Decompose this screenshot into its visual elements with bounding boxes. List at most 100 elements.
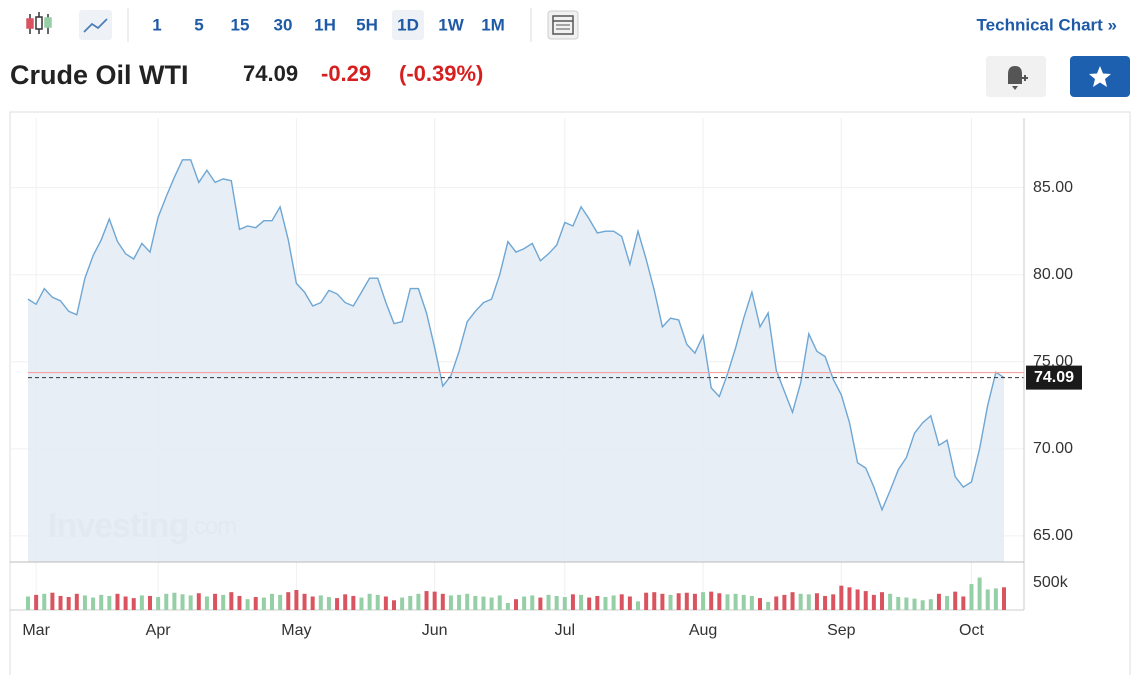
volume-bar — [107, 595, 112, 610]
volume-bar — [286, 592, 291, 610]
interval-button[interactable]: 1H — [314, 15, 336, 34]
volume-bar — [749, 595, 754, 610]
volume-bar — [644, 592, 649, 610]
interval-button[interactable]: 5 — [194, 15, 203, 34]
volume-bar — [636, 601, 640, 610]
volume-bar — [42, 593, 47, 610]
volume-bar — [993, 588, 998, 610]
volume-bar — [383, 596, 388, 610]
change-percent: (-0.39%) — [399, 61, 483, 86]
volume-bar — [229, 592, 234, 610]
volume-bar — [904, 597, 909, 610]
volume-bar — [481, 596, 486, 610]
line-chart-button[interactable] — [79, 10, 112, 40]
volume-bar — [766, 601, 771, 610]
interval-group: 1 5 15 30 1H 5H 1D 1W 1M — [152, 10, 505, 40]
volume-bar — [497, 595, 502, 610]
volume-bar — [579, 594, 584, 610]
interval-button[interactable]: 1 — [152, 15, 161, 34]
price-line — [27, 159, 1005, 512]
volume-bar — [416, 593, 421, 610]
volume-bar — [595, 595, 600, 610]
volume-bar — [196, 593, 201, 610]
volume-bar — [457, 594, 462, 610]
volume-bar — [798, 593, 803, 610]
volume-bar — [99, 594, 104, 610]
interval-button[interactable]: 30 — [274, 15, 293, 34]
watchlist-button[interactable] — [1070, 56, 1130, 97]
volume-bar — [603, 597, 608, 610]
instrument-name: Crude Oil WTI — [10, 60, 189, 90]
volume-bar — [139, 595, 144, 610]
volume-bar — [408, 595, 413, 610]
volume-bar — [936, 593, 941, 610]
interval-button[interactable]: 1D — [397, 15, 419, 34]
price: 74.09 — [243, 61, 298, 86]
volume-bar — [489, 597, 494, 610]
candlestick-icon[interactable] — [26, 12, 52, 34]
volume-bar — [505, 602, 510, 610]
volume-bar — [448, 595, 453, 610]
volume-bar — [164, 593, 169, 610]
layout-icon[interactable] — [547, 10, 579, 40]
volume-bar — [91, 597, 96, 610]
volume-bar — [806, 594, 811, 610]
volume-bar — [50, 592, 55, 610]
volume-bar — [180, 594, 185, 610]
last-price-label: 74.09 — [1034, 369, 1074, 386]
technical-chart-link[interactable]: Technical Chart » — [977, 15, 1117, 34]
y-tick-label: 65.00 — [1033, 527, 1073, 544]
volume-bar — [245, 599, 250, 610]
volume-bar — [375, 594, 380, 610]
interval-button[interactable]: 15 — [231, 15, 250, 34]
interval-button[interactable]: 5H — [356, 15, 378, 34]
volume-bar — [82, 595, 87, 610]
x-tick-label: Oct — [959, 622, 984, 639]
volume-bar — [839, 585, 844, 610]
volume-bar — [213, 593, 218, 610]
volume-bar — [310, 596, 315, 610]
volume-bar — [611, 595, 616, 610]
volume-bar — [294, 590, 299, 610]
y-tick-label: 80.00 — [1033, 266, 1073, 283]
volume-bar — [392, 600, 396, 610]
volume-bar — [928, 599, 933, 610]
volume-bar — [172, 592, 177, 610]
volume-bar — [351, 595, 356, 610]
volume-bar — [912, 598, 917, 610]
volume-bar — [123, 596, 128, 610]
volume-bar — [969, 584, 974, 610]
volume-bar — [953, 591, 958, 610]
volume-bar — [717, 593, 722, 610]
volume-bar — [758, 598, 762, 610]
volume-bar — [343, 594, 348, 610]
volume-bar — [400, 597, 405, 610]
volume-bar — [684, 592, 689, 610]
volume-bar — [701, 592, 706, 610]
volume-bar — [465, 593, 470, 610]
volume-bar — [261, 597, 266, 610]
volume-bar — [318, 595, 323, 610]
active-interval-bg — [392, 10, 424, 40]
volume-bar — [270, 593, 274, 610]
volume-bar — [945, 595, 950, 610]
volume-bar — [619, 594, 624, 610]
volume-bar — [888, 593, 893, 610]
volume-bar — [977, 577, 982, 610]
volume-bar — [676, 593, 681, 610]
interval-button[interactable]: 1M — [481, 15, 505, 34]
volume-bar — [652, 592, 657, 610]
volume-bar — [367, 593, 372, 610]
alert-button[interactable] — [986, 56, 1046, 97]
volume-bar — [668, 594, 673, 610]
volume-bar — [814, 593, 819, 610]
volume-bar — [570, 594, 575, 610]
interval-button[interactable]: 1W — [438, 15, 464, 34]
volume-bar — [741, 594, 746, 610]
volume-bar — [335, 598, 340, 610]
volume-bar — [538, 597, 543, 610]
volume-bar — [530, 595, 535, 610]
x-tick-label: Apr — [146, 622, 172, 639]
